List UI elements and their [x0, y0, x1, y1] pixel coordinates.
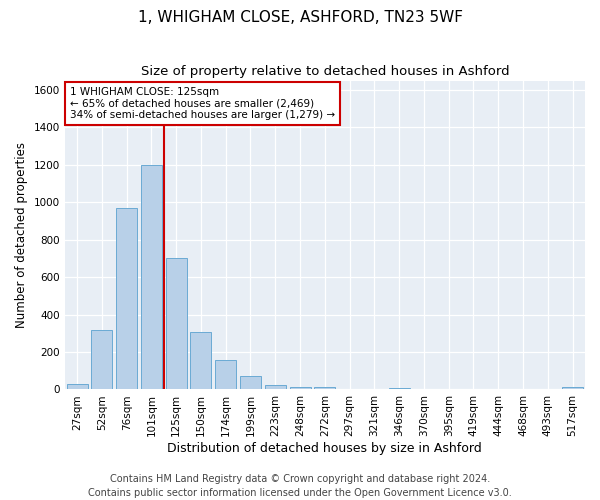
Text: 1, WHIGHAM CLOSE, ASHFORD, TN23 5WF: 1, WHIGHAM CLOSE, ASHFORD, TN23 5WF	[137, 10, 463, 25]
Bar	[240, 376, 261, 390]
Bar	[91, 330, 112, 390]
Bar	[389, 388, 410, 390]
Bar	[166, 258, 187, 390]
Text: 1 WHIGHAM CLOSE: 125sqm
← 65% of detached houses are smaller (2,469)
34% of semi: 1 WHIGHAM CLOSE: 125sqm ← 65% of detache…	[70, 86, 335, 120]
Bar	[265, 385, 286, 390]
Bar	[290, 386, 311, 390]
Bar	[190, 332, 211, 390]
Bar	[141, 165, 162, 390]
Bar	[67, 384, 88, 390]
Text: Contains HM Land Registry data © Crown copyright and database right 2024.
Contai: Contains HM Land Registry data © Crown c…	[88, 474, 512, 498]
Bar	[215, 360, 236, 390]
Title: Size of property relative to detached houses in Ashford: Size of property relative to detached ho…	[140, 65, 509, 78]
X-axis label: Distribution of detached houses by size in Ashford: Distribution of detached houses by size …	[167, 442, 482, 455]
Bar	[314, 386, 335, 390]
Bar	[116, 208, 137, 390]
Bar	[562, 387, 583, 390]
Y-axis label: Number of detached properties: Number of detached properties	[15, 142, 28, 328]
